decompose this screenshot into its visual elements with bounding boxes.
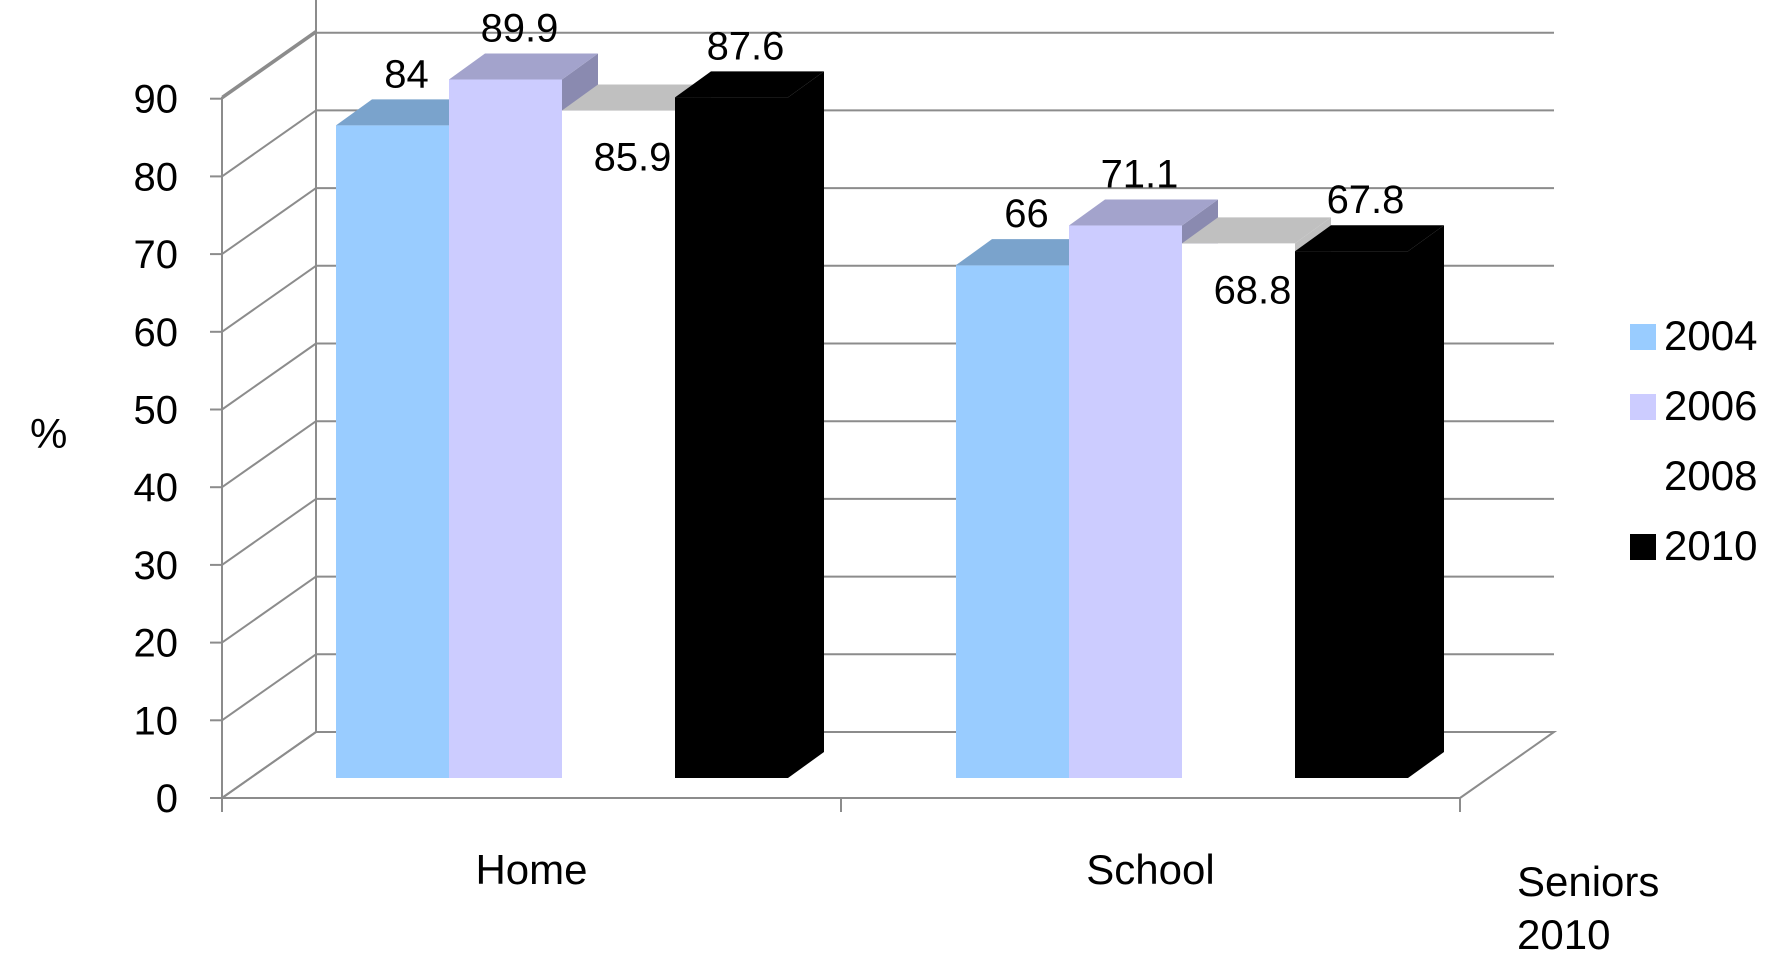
gridline-diagonal [221, 498, 317, 566]
bar-front [449, 79, 562, 779]
data-label: 87.6 [707, 24, 785, 68]
legend-swatch [1630, 534, 1656, 560]
y-tick-labels: 0 10 20 30 40 50 60 70 80 90 [134, 78, 179, 821]
y-tick-label: 50 [134, 389, 179, 433]
data-label: 85.9 [594, 136, 672, 180]
gridline-diagonal [221, 420, 317, 489]
data-labels: 84 89.9 85.9 87.6 66 71.1 68.8 67.8 [384, 6, 1404, 312]
y-tick-label: 0 [156, 777, 178, 821]
bar-front [1069, 225, 1182, 779]
data-label: 89.9 [481, 6, 559, 50]
data-label: 66 [1004, 192, 1049, 236]
note-text-line-1: Seniors [1517, 858, 1659, 905]
y-tick-label: 60 [134, 311, 179, 355]
bar-top [675, 71, 824, 98]
legend-item-2004: 2004 [1630, 312, 1757, 359]
bar-side [788, 71, 824, 778]
data-label: 67.8 [1327, 178, 1405, 222]
bar-top [1182, 217, 1331, 244]
axes [210, 96, 1461, 812]
legend-label: 2004 [1664, 312, 1757, 359]
category-label-school: School [1086, 846, 1214, 893]
data-label: 68.8 [1214, 268, 1292, 312]
category-labels: Home School [475, 846, 1214, 893]
legend-label: 2006 [1664, 382, 1757, 429]
bar-front [1182, 243, 1295, 778]
legend-item-2006: 2006 [1630, 382, 1757, 429]
bar-front [1295, 251, 1408, 779]
gridline-diagonal [221, 264, 317, 333]
bar-top [1295, 225, 1444, 252]
legend-label: 2008 [1664, 452, 1757, 499]
bar-top [1069, 199, 1218, 226]
bars [336, 53, 1444, 779]
legend-item-2010: 2010 [1630, 522, 1757, 569]
gridline-diagonal [221, 109, 317, 178]
y-tick-label: 40 [134, 466, 179, 510]
legend: 2004 2006 2008 2010 [1630, 312, 1757, 569]
category-label-home: Home [475, 846, 587, 893]
note-text-line-2: 2010 [1517, 911, 1610, 958]
legend-item-2008: 2008 [1630, 452, 1757, 499]
y-tick-label: 30 [134, 544, 179, 588]
y-tick-label: 90 [134, 78, 179, 122]
y-tick-label: 80 [134, 155, 179, 199]
bar-front [675, 97, 788, 778]
legend-swatch [1630, 394, 1656, 420]
gridline-diagonal-top [221, 29, 317, 98]
bar-front [336, 125, 449, 778]
gridline-diagonal [221, 731, 317, 799]
y-axis-title: % [30, 410, 67, 457]
y-tick-label: 70 [134, 233, 179, 277]
gridline-diagonal [221, 342, 317, 411]
bar-side [1408, 225, 1444, 779]
legend-swatch [1630, 324, 1656, 350]
y-tick-label: 10 [134, 699, 179, 743]
data-label: 84 [384, 52, 429, 96]
bar-top [956, 239, 1105, 266]
bar-front [562, 110, 675, 778]
bar-top [562, 84, 711, 111]
gridline-diagonal [221, 187, 317, 255]
bar-top [336, 99, 485, 126]
gridline-diagonal [221, 653, 317, 722]
legend-label: 2010 [1664, 522, 1757, 569]
y-tick-label: 20 [134, 622, 179, 666]
gridline-diagonal [221, 31, 317, 100]
bar-top [449, 53, 598, 80]
bar-front [956, 265, 1069, 778]
bar-home-2010 [675, 71, 824, 778]
legend-swatch [1630, 464, 1656, 490]
bar-school-2010 [1295, 225, 1444, 779]
data-label: 71.1 [1101, 153, 1179, 197]
gridline-diagonal [221, 575, 317, 644]
